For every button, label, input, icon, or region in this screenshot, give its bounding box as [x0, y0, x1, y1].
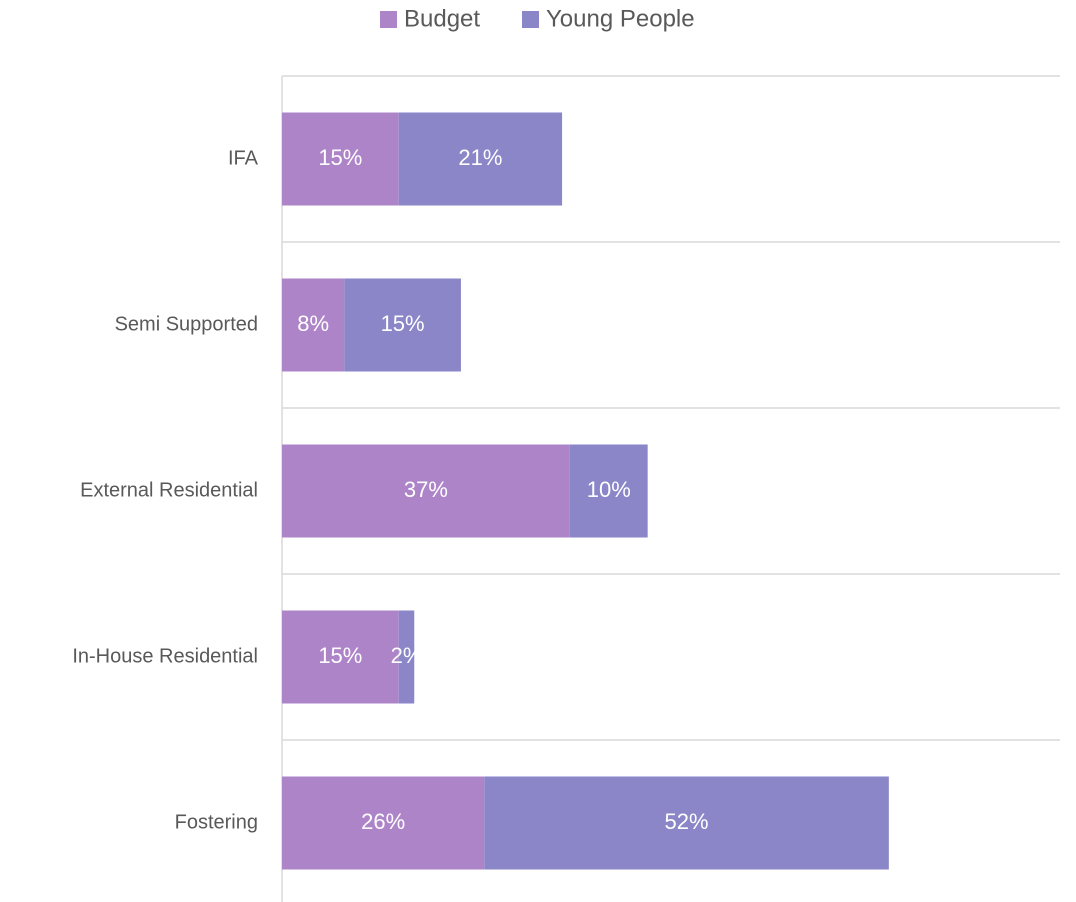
- data-label: 8%: [297, 311, 329, 336]
- category-label: IFA: [228, 147, 259, 169]
- data-label: 37%: [404, 477, 448, 502]
- category-label: In-House Residential: [72, 645, 258, 667]
- legend-label: Young People: [546, 5, 695, 32]
- bar-segment: [282, 776, 485, 870]
- category-label: External Residential: [80, 479, 258, 501]
- bar-segment: [484, 776, 889, 870]
- bar-segment: [282, 444, 570, 538]
- legend-swatch: [380, 11, 397, 28]
- data-label: 15%: [318, 643, 362, 668]
- category-label: Fostering: [175, 811, 258, 833]
- data-label: 21%: [458, 145, 502, 170]
- bar-segment: [344, 278, 461, 372]
- bar-segment: [282, 112, 399, 206]
- legend-swatch: [522, 11, 539, 28]
- bar-segment: [282, 278, 345, 372]
- bar-segment: [282, 610, 399, 704]
- bar-segment: [569, 444, 648, 538]
- data-label: 10%: [587, 477, 631, 502]
- category-label: Semi Supported: [115, 313, 258, 335]
- data-label: 15%: [318, 145, 362, 170]
- data-label: 15%: [381, 311, 425, 336]
- data-label: 26%: [361, 809, 405, 834]
- legend-label: Budget: [404, 5, 480, 32]
- data-label: 52%: [665, 809, 709, 834]
- data-label: 2%: [391, 643, 423, 668]
- bar-segment: [398, 112, 563, 206]
- bar-segment: [398, 610, 415, 704]
